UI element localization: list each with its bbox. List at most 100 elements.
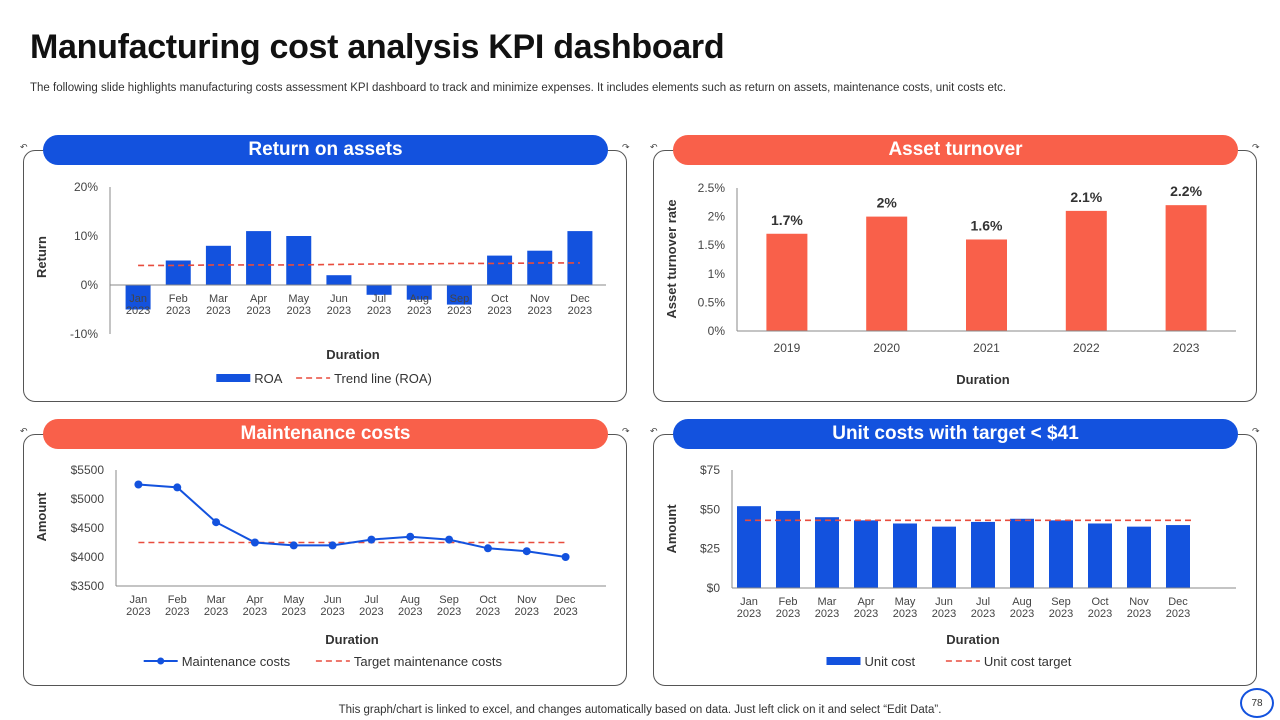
x-tick-label: 2023 <box>243 606 267 618</box>
y-tick-label: 10% <box>74 229 98 243</box>
turnover-data-label: 1.6% <box>971 217 1003 233</box>
unitcost-bar <box>932 526 956 588</box>
y-tick-label: 2.5% <box>698 181 726 195</box>
x-tick-label: Nov <box>517 594 537 606</box>
y-tick-label: 20% <box>74 180 98 194</box>
x-tick-label: Jul <box>364 594 378 606</box>
y-tick-label: 0.5% <box>698 295 726 309</box>
x-tick-label: Jan <box>129 293 147 305</box>
y-tick-label: 1.5% <box>698 238 726 252</box>
maintenance-line <box>138 483 566 558</box>
x-tick-label: 2023 <box>126 305 150 317</box>
x-tick-label: 2023 <box>1127 608 1151 620</box>
x-tick-label: Jul <box>976 596 990 608</box>
roa-bar <box>246 231 272 285</box>
y-axis-title: Return <box>34 236 49 278</box>
unitcost-chart[interactable]: $75$50$25$0Jan2023Feb2023Mar2023Apr2023M… <box>654 435 1258 687</box>
x-tick-label: Mar <box>209 293 228 305</box>
corner-arrow-icon: ↶ <box>20 142 28 152</box>
corner-arrow-icon: ↶ <box>650 426 658 436</box>
x-tick-label: Feb <box>168 594 187 606</box>
legend-swatch <box>216 374 251 382</box>
x-tick-label: 2023 <box>1088 608 1112 620</box>
x-tick-label: 2023 <box>398 606 422 618</box>
x-tick-label: Sep <box>450 293 470 305</box>
y-axis-title: Amount <box>664 504 679 554</box>
x-tick-label: Dec <box>556 594 576 606</box>
turnover-bar <box>866 216 908 331</box>
corner-arrow-icon: ↷ <box>622 142 630 152</box>
x-tick-label: Apr <box>857 596 874 608</box>
unitcost-bar <box>815 517 839 588</box>
unitcost-bar <box>1010 518 1034 588</box>
roa-chart[interactable]: 20%10%0%-10%Jan2023Feb2023Mar2023Apr2023… <box>24 151 628 403</box>
corner-arrow-icon: ↷ <box>1252 142 1260 152</box>
roa-bar <box>125 285 151 310</box>
x-tick-label: 2023 <box>447 305 471 317</box>
x-tick-label: 2023 <box>932 608 956 620</box>
x-tick-label: Apr <box>246 594 263 606</box>
x-axis-title: Duration <box>946 632 1000 647</box>
x-tick-label: Aug <box>1012 596 1032 608</box>
legend-label: Trend line (ROA) <box>334 371 432 386</box>
turnover-data-label: 2.2% <box>1170 183 1202 199</box>
maintenance-chart[interactable]: $5500$5000$4500$4000$3500Jan2023Feb2023M… <box>24 435 628 687</box>
x-tick-label: 2023 <box>815 608 839 620</box>
y-tick-label: 1% <box>708 267 726 281</box>
x-tick-label: 2023 <box>1166 608 1190 620</box>
x-tick-label: 2023 <box>165 606 189 618</box>
page-subtitle: The following slide highlights manufactu… <box>30 82 1007 94</box>
legend-swatch <box>157 657 165 665</box>
unitcost-bar <box>1088 523 1112 588</box>
maintenance-point <box>367 535 376 544</box>
turnover-chart[interactable]: 2.5% 2% 1.5% 1% 0.5% 0% 1.7% 2% 1.6% 2.1% 2.2% 2019… <box>654 151 1258 403</box>
x-tick-label: Dec <box>1168 596 1188 608</box>
turnover-bar <box>766 233 808 331</box>
y-tick-label: 0% <box>708 324 726 338</box>
legend-label: Unit cost target <box>984 654 1072 669</box>
x-tick-label: Jan <box>130 594 148 606</box>
corner-arrow-icon: ↶ <box>650 142 658 152</box>
unitcost-bar <box>854 520 878 588</box>
maintenance-point <box>173 483 182 492</box>
unitcost-bar <box>893 523 917 588</box>
x-tick-label: 2023 <box>359 606 383 618</box>
corner-arrow-icon: ↷ <box>1252 426 1260 436</box>
unitcost-panel: Unit costs with target < $41 ↶ ↷ $75 $50 $… <box>650 419 1260 687</box>
x-tick-label: 2023 <box>166 305 190 317</box>
unitcost-bar <box>971 521 995 588</box>
turnover-data-label: 1.7% <box>771 212 803 228</box>
turnover-panel: Asset turnover ↶ ↷ 2.5% 2% 1.5% 1% 0.5% 0% 1.7… <box>650 135 1260 403</box>
x-tick-label: Sep <box>1051 596 1071 608</box>
x-axis-title: Duration <box>956 372 1010 387</box>
maintenance-point <box>561 553 570 561</box>
y-tick-label: $5500 <box>71 463 105 477</box>
x-tick-label: 2023 <box>971 608 995 620</box>
x-tick-label: Jun <box>324 594 342 606</box>
x-tick-label: 2023 <box>528 305 552 317</box>
maintenance-point <box>445 535 454 544</box>
x-tick-label: 2023 <box>407 305 431 317</box>
x-tick-label: Aug <box>409 293 429 305</box>
y-tick-label: $0 <box>707 581 721 595</box>
unitcost-bar <box>1127 526 1151 588</box>
maintenance-point <box>483 544 492 553</box>
maintenance-point <box>134 480 143 489</box>
roa-bar <box>366 285 392 295</box>
x-tick-label: Oct <box>491 293 508 305</box>
maintenance-point <box>289 541 298 550</box>
roa-bar <box>326 275 352 285</box>
x-tick-label: 2020 <box>873 341 900 355</box>
y-tick-label: 2% <box>708 210 726 224</box>
y-tick-label: $75 <box>700 463 720 477</box>
footer-note: This graph/chart is linked to excel, and… <box>338 704 942 716</box>
x-tick-label: 2023 <box>1173 341 1200 355</box>
y-axis-title: Asset turnover rate <box>664 199 679 318</box>
maintenance-point <box>328 541 337 550</box>
legend-label: Maintenance costs <box>182 654 291 669</box>
x-tick-label: Oct <box>479 594 496 606</box>
x-tick-label: 2023 <box>327 305 351 317</box>
x-tick-label: May <box>288 293 309 305</box>
y-tick-label: $3500 <box>71 579 105 593</box>
page-number-badge: 78 <box>1240 688 1274 718</box>
